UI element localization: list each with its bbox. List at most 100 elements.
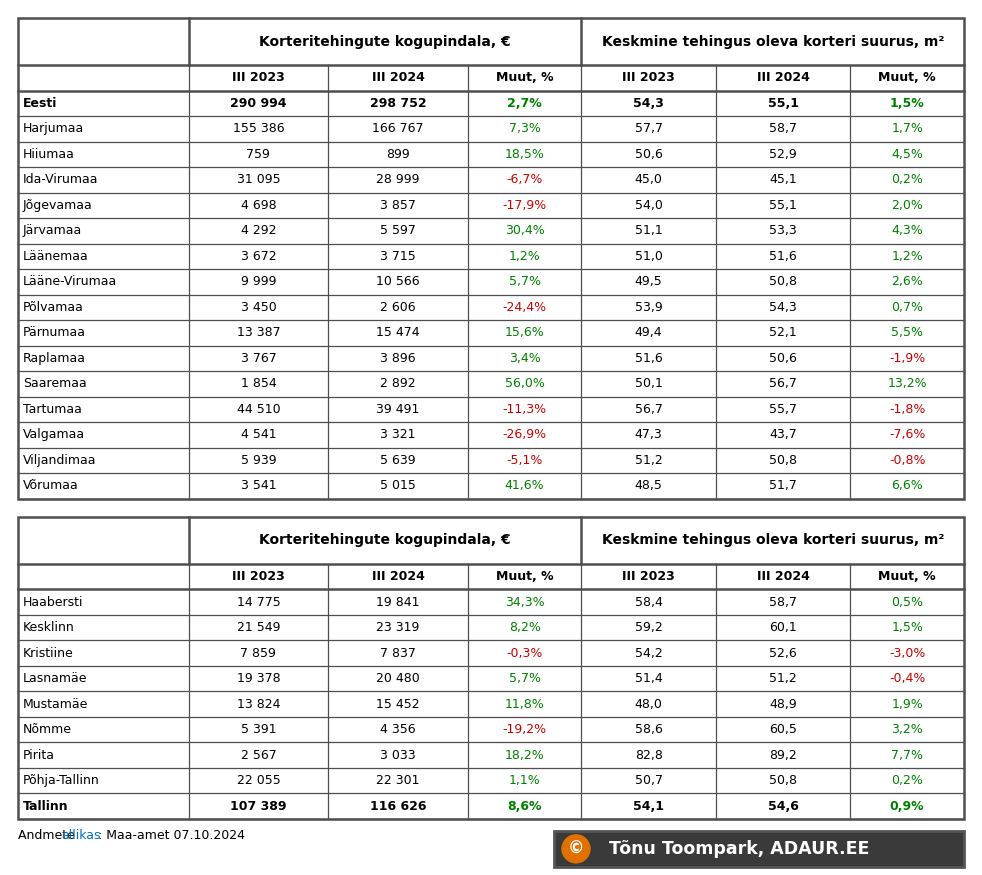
Text: 55,1: 55,1 [768,97,798,110]
Text: Lääne-Virumaa: Lääne-Virumaa [23,276,117,289]
Text: 5 597: 5 597 [380,224,416,237]
Text: Pärnumaa: Pärnumaa [23,326,86,340]
Text: Harjumaa: Harjumaa [23,123,84,136]
Text: Tallinn: Tallinn [23,800,69,813]
Text: ©: © [568,840,584,858]
Text: 60,1: 60,1 [769,621,797,634]
Text: Valgamaa: Valgamaa [23,429,85,441]
Text: Kesklinn: Kesklinn [23,621,75,634]
Text: 0,9%: 0,9% [890,800,924,813]
Text: 50,8: 50,8 [769,276,797,289]
Text: 54,3: 54,3 [769,301,797,314]
Text: 53,3: 53,3 [769,224,797,237]
Text: III 2024: III 2024 [371,570,424,583]
Text: Keskmine tehingus oleva korteri suurus, m²: Keskmine tehingus oleva korteri suurus, … [602,35,944,49]
Text: 3 672: 3 672 [241,250,276,262]
Text: 5 639: 5 639 [380,454,415,467]
Text: 107 389: 107 389 [230,800,287,813]
Text: 54,2: 54,2 [634,647,663,660]
Text: 7 837: 7 837 [380,647,416,660]
Text: -1,8%: -1,8% [889,402,925,416]
Text: 166 767: 166 767 [372,123,423,136]
Text: 1,1%: 1,1% [509,774,540,788]
Text: 4 292: 4 292 [241,224,276,237]
Text: 5,5%: 5,5% [891,326,923,340]
Text: Eesti: Eesti [23,97,57,110]
Text: : Maa-amet 07.10.2024: : Maa-amet 07.10.2024 [98,829,246,842]
Text: III 2023: III 2023 [232,570,285,583]
Text: 2,7%: 2,7% [508,97,542,110]
Text: -11,3%: -11,3% [503,402,547,416]
Text: 15 452: 15 452 [376,697,419,710]
Text: 0,7%: 0,7% [891,301,923,314]
Text: Nõmme: Nõmme [23,723,72,736]
Text: 4 698: 4 698 [241,199,276,212]
Text: 43,7: 43,7 [769,429,797,441]
Text: 15,6%: 15,6% [505,326,544,340]
Text: III 2023: III 2023 [232,72,285,84]
Text: 0,5%: 0,5% [891,596,923,609]
Text: 3 857: 3 857 [380,199,416,212]
Text: Tõnu Toompark, ADAUR.EE: Tõnu Toompark, ADAUR.EE [597,840,869,858]
Text: 13,2%: 13,2% [888,377,927,390]
Text: 18,5%: 18,5% [505,148,545,161]
Text: 1,9%: 1,9% [892,697,923,710]
Text: 7,7%: 7,7% [891,749,923,761]
Text: 116 626: 116 626 [369,800,426,813]
Text: -0,4%: -0,4% [889,672,925,685]
Text: 50,6: 50,6 [769,352,797,365]
Text: 58,7: 58,7 [769,123,797,136]
Text: 2,0%: 2,0% [892,199,923,212]
Text: 82,8: 82,8 [634,749,663,761]
Text: III 2024: III 2024 [757,570,809,583]
Text: Viljandimaa: Viljandimaa [23,454,96,467]
Text: 34,3%: 34,3% [505,596,544,609]
Text: -19,2%: -19,2% [503,723,547,736]
Text: 45,0: 45,0 [634,173,663,186]
Text: 3,4%: 3,4% [509,352,540,365]
Text: 50,8: 50,8 [769,774,797,788]
Text: Muut, %: Muut, % [496,72,554,84]
Text: III 2023: III 2023 [623,570,675,583]
Text: 45,1: 45,1 [769,173,797,186]
Text: Muut, %: Muut, % [878,72,936,84]
Text: Võrumaa: Võrumaa [23,480,79,493]
Text: 41,6%: 41,6% [505,480,544,493]
Bar [18,516,964,819]
Text: 48,0: 48,0 [634,697,663,710]
Text: Raplamaa: Raplamaa [23,352,86,365]
Text: 30,4%: 30,4% [505,224,544,237]
Text: 59,2: 59,2 [634,621,663,634]
Text: 3 321: 3 321 [380,429,415,441]
Text: 53,9: 53,9 [634,301,663,314]
Text: -24,4%: -24,4% [503,301,547,314]
Text: 51,6: 51,6 [769,250,797,262]
Text: Ida-Virumaa: Ida-Virumaa [23,173,98,186]
Text: Andmete: Andmete [18,829,79,842]
Text: Korteritehingute kogupindala, €: Korteritehingute kogupindala, € [259,533,511,547]
Text: 23 319: 23 319 [376,621,419,634]
Text: 54,0: 54,0 [634,199,663,212]
Text: Läänemaa: Läänemaa [23,250,88,262]
Text: -17,9%: -17,9% [503,199,547,212]
Text: Tartumaa: Tartumaa [23,402,82,416]
Text: 4,5%: 4,5% [892,148,923,161]
Text: 0,2%: 0,2% [892,774,923,788]
Text: 55,7: 55,7 [769,402,797,416]
Text: 3 033: 3 033 [380,749,415,761]
Text: 58,6: 58,6 [634,723,663,736]
Text: 31 095: 31 095 [237,173,280,186]
Text: 1,5%: 1,5% [892,621,923,634]
Text: 55,1: 55,1 [769,199,797,212]
Text: 52,9: 52,9 [769,148,797,161]
Text: III 2024: III 2024 [757,72,809,84]
Text: 52,1: 52,1 [769,326,797,340]
Text: III 2024: III 2024 [371,72,424,84]
Text: 56,7: 56,7 [634,402,663,416]
Text: 49,5: 49,5 [634,276,663,289]
Text: 39 491: 39 491 [376,402,419,416]
Text: Mustamäe: Mustamäe [23,697,88,710]
Text: Pirita: Pirita [23,749,55,761]
Text: 3 450: 3 450 [241,301,276,314]
Text: Põlvamaa: Põlvamaa [23,301,83,314]
